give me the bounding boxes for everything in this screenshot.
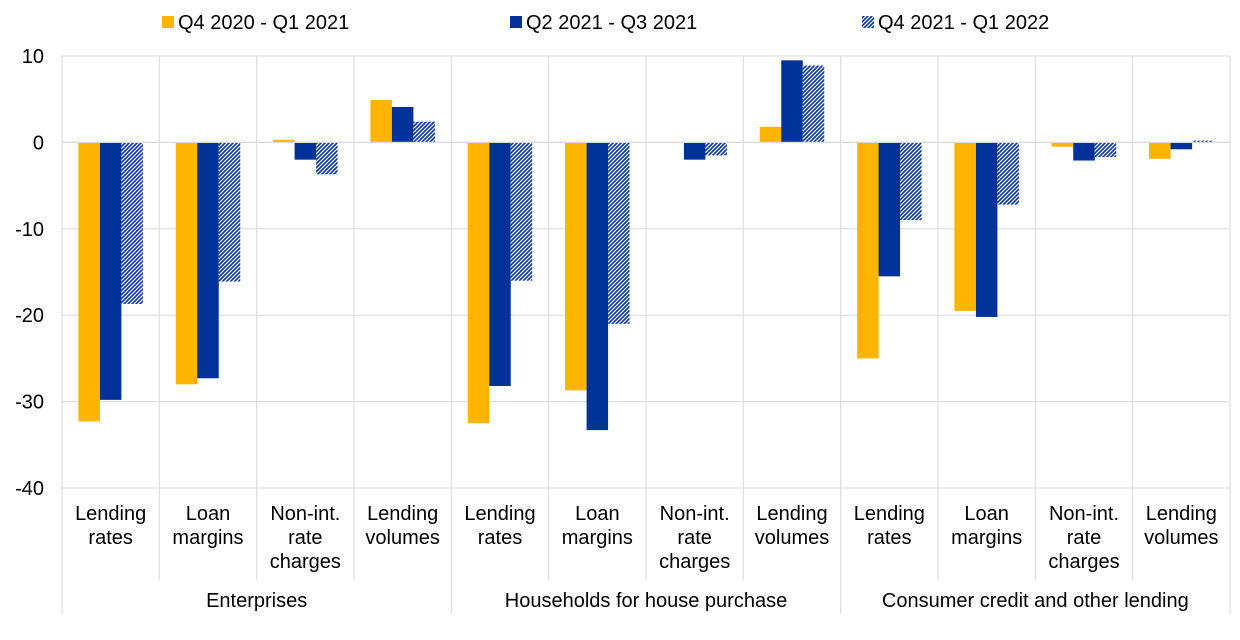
bar: [900, 142, 922, 221]
y-axis-ticks: 10 0 -10 -20 -30 -40: [15, 46, 44, 500]
bar: [975, 142, 998, 317]
bar: [878, 142, 901, 277]
legend-swatch: [862, 16, 874, 28]
bar: [391, 106, 414, 143]
bar: [954, 142, 976, 311]
bar: [197, 142, 219, 379]
category-label: Loan margins: [172, 503, 243, 549]
y-tick-label: -30: [15, 392, 44, 414]
bar: [413, 121, 435, 143]
group-labels: Enterprises Households for house purchase…: [206, 590, 1189, 612]
group-label: Consumer credit and other lending: [882, 590, 1189, 612]
y-tick-label: 0: [33, 132, 44, 154]
category-label: Loan margins: [951, 503, 1022, 549]
bar: [1051, 142, 1074, 147]
bar: [370, 100, 392, 143]
bar: [586, 142, 609, 431]
bars: [78, 60, 1214, 431]
y-tick-label: -40: [15, 478, 44, 500]
bar: [608, 142, 630, 324]
bar: [565, 142, 587, 391]
bar: [781, 60, 803, 143]
y-tick-label: -20: [15, 305, 44, 327]
legend: Q4 2020 - Q1 2021 Q2 2021 - Q3 2021 Q4 202…: [162, 12, 1049, 34]
bar: [510, 142, 533, 281]
category-labels: Lending rates Loan margins Non-int. rate charg…: [75, 503, 1219, 573]
bar: [1192, 140, 1214, 143]
gridlines: [61, 55, 1231, 614]
bar: [121, 142, 143, 304]
category-label: Non-int. rate charges: [1048, 503, 1119, 573]
bar: [273, 139, 295, 143]
y-tick-label: -10: [15, 219, 44, 241]
bar: [294, 142, 317, 160]
bar: [218, 142, 241, 282]
bar: [683, 142, 706, 160]
bar: [489, 142, 511, 387]
category-label: Non-int. rate charges: [270, 503, 341, 573]
category-label: Lending rates: [464, 503, 535, 549]
category-label: Lending rates: [75, 503, 146, 549]
bar: [1094, 142, 1117, 158]
bar: [175, 142, 198, 385]
bar: [759, 126, 782, 143]
category-label: Lending volumes: [365, 503, 439, 549]
category-label: Loan margins: [562, 503, 633, 549]
category-label: Lending rates: [854, 503, 925, 549]
bar: [1073, 142, 1095, 161]
legend-swatch: [162, 16, 174, 28]
bar: [99, 142, 122, 400]
bar: [78, 142, 100, 422]
bar: [1170, 142, 1193, 150]
bar: [467, 142, 490, 424]
legend-label: Q2 2021 - Q3 2021: [526, 12, 697, 34]
bar: [997, 142, 1019, 205]
legend-swatch: [510, 16, 522, 28]
category-label: Lending volumes: [755, 503, 829, 549]
y-tick-label: 10: [22, 46, 44, 68]
bar: [1149, 142, 1171, 159]
category-label: Lending volumes: [1144, 503, 1218, 549]
bar: [857, 142, 879, 359]
bar: [316, 142, 338, 175]
legend-label: Q4 2021 - Q1 2022: [878, 12, 1049, 34]
group-label: Enterprises: [206, 590, 307, 612]
category-label: Non-int. rate charges: [659, 503, 730, 573]
bar: [802, 65, 825, 143]
bar: [705, 142, 727, 156]
group-label: Households for house purchase: [505, 590, 787, 612]
legend-label: Q4 2020 - Q1 2021: [178, 12, 349, 34]
